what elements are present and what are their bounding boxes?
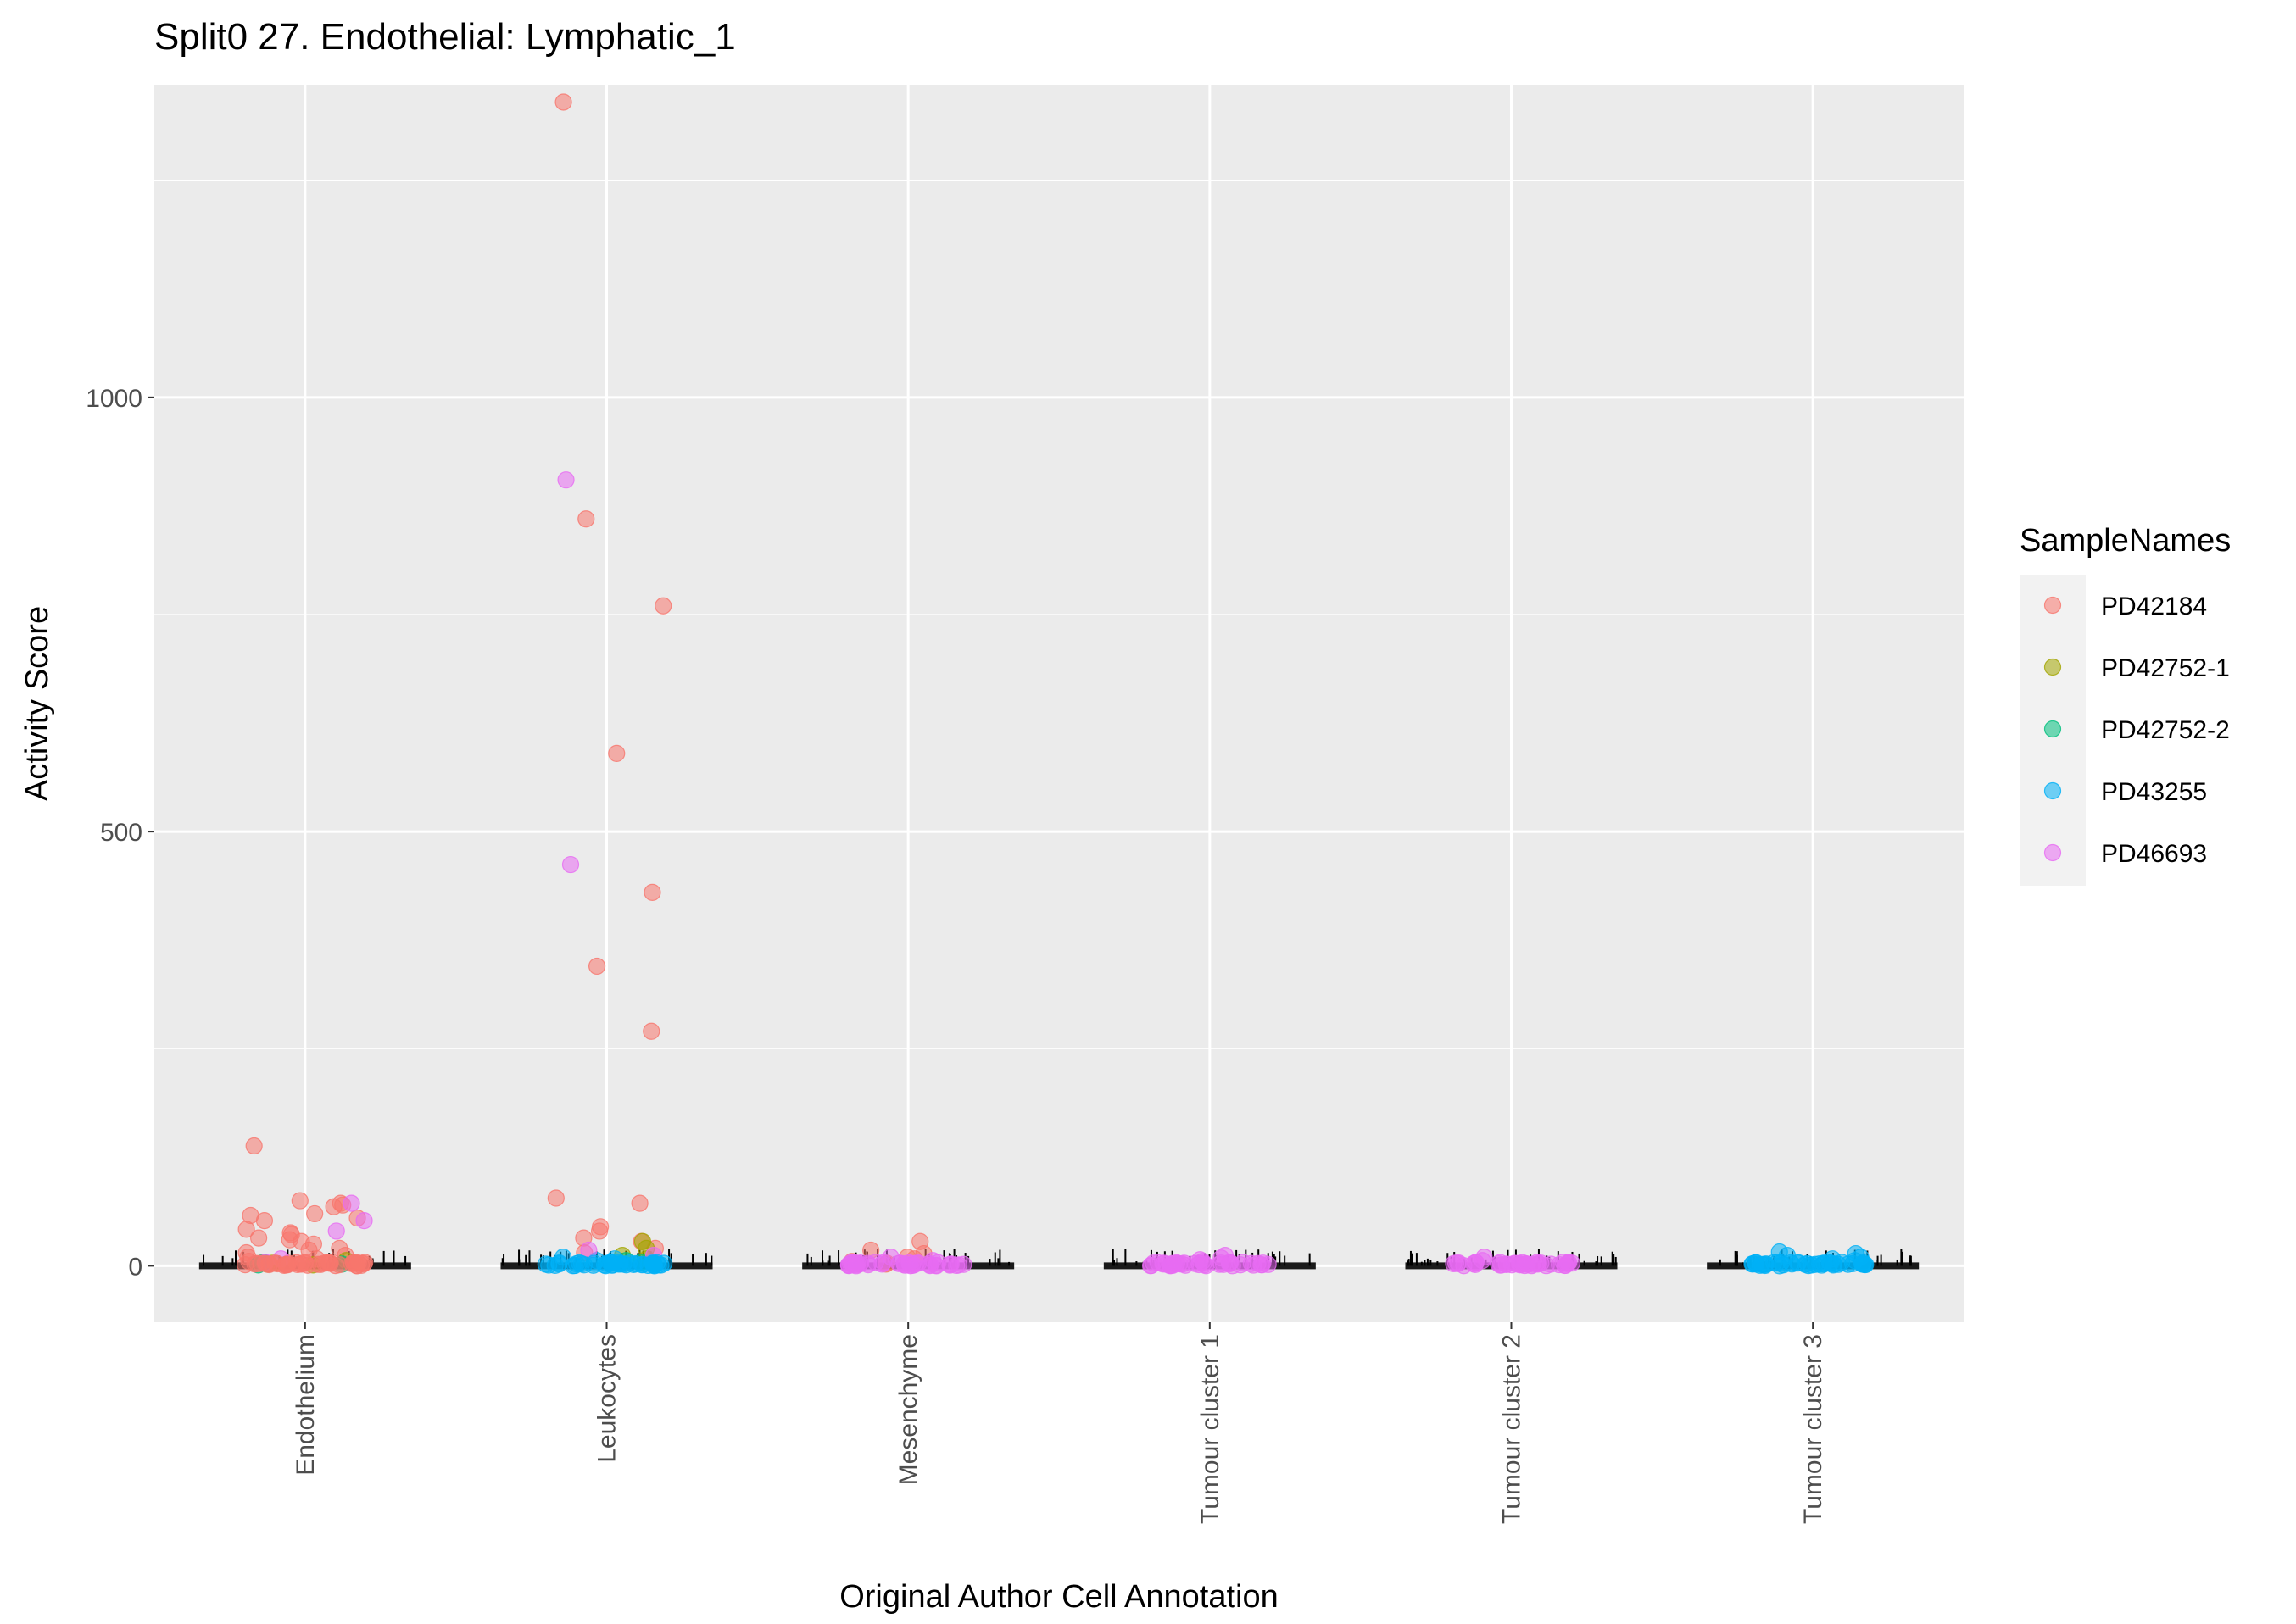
data-point — [1542, 1255, 1560, 1273]
x-tick-label: Tumour cluster 2 — [1498, 1334, 1526, 1524]
chart-title: Split0 27. Endothelial: Lymphatic_1 — [154, 16, 736, 58]
data-point — [547, 1189, 565, 1207]
legend-key-dot — [2043, 720, 2062, 738]
grid-layer — [154, 85, 1964, 1322]
data-point — [874, 1254, 893, 1271]
y-axis-label: Activity Score — [20, 606, 55, 801]
data-point — [250, 1229, 268, 1247]
legend-label: PD42752-2 — [2101, 716, 2230, 744]
data-point — [1751, 1256, 1769, 1274]
legend-label: PD46693 — [2101, 840, 2207, 868]
data-point — [1168, 1254, 1185, 1272]
x-tick-label: Leukocytes — [594, 1334, 621, 1463]
data-point — [1190, 1255, 1208, 1274]
y-tick-label: 1000 — [86, 385, 142, 413]
data-point — [245, 1137, 263, 1155]
legend-title: SampleNames — [2020, 523, 2231, 559]
data-point — [1772, 1254, 1790, 1272]
data-point — [890, 1254, 908, 1272]
data-point — [237, 1221, 255, 1238]
data-point — [1853, 1254, 1871, 1273]
data-point — [590, 1222, 609, 1240]
data-point — [1825, 1256, 1842, 1274]
data-point — [922, 1256, 939, 1274]
legend-key-dot — [2043, 596, 2062, 615]
data-point — [1445, 1254, 1463, 1273]
x-tick-label: Tumour cluster 3 — [1799, 1334, 1827, 1524]
data-point — [955, 1255, 972, 1273]
x-axis-label: Original Author Cell Annotation — [839, 1579, 1279, 1615]
data-point — [540, 1256, 558, 1274]
data-point — [610, 1254, 627, 1271]
y-tick-label: 500 — [100, 819, 142, 847]
data-point — [291, 1192, 309, 1210]
y-tick-label: 0 — [128, 1253, 142, 1281]
legend-label: PD42184 — [2101, 592, 2207, 620]
legend: SampleNames PD42184PD42752-1PD42752-2PD4… — [2020, 523, 2231, 886]
legend-label: PD43255 — [2101, 778, 2207, 806]
x-tick-label: Endothelium — [292, 1334, 320, 1476]
data-point — [306, 1204, 324, 1223]
data-point — [644, 1256, 662, 1274]
data-point — [588, 957, 606, 976]
data-point — [349, 1254, 367, 1272]
data-point — [557, 471, 575, 489]
data-point — [343, 1194, 360, 1212]
axes-layer: 0 500 1000 Endothelium Leukocytes Mesenchyme T… — [86, 385, 1827, 1524]
data-point — [561, 855, 580, 874]
legend-key-dot — [2043, 658, 2062, 676]
data-point — [644, 883, 661, 901]
data-point — [279, 1255, 297, 1273]
data-point — [554, 93, 572, 111]
data-point — [572, 1254, 591, 1273]
legend-key-dot — [2043, 781, 2062, 800]
data-point — [1141, 1257, 1160, 1275]
data-point — [1220, 1254, 1239, 1273]
data-point — [255, 1212, 274, 1230]
data-point — [248, 1254, 266, 1272]
data-point — [1249, 1254, 1267, 1272]
data-point — [577, 510, 595, 528]
data-point — [1466, 1255, 1484, 1273]
plot-panel — [154, 85, 1964, 1322]
data-point — [1797, 1255, 1814, 1273]
data-point — [631, 1194, 649, 1212]
data-point — [1491, 1254, 1509, 1271]
data-point — [608, 744, 626, 763]
points-layer — [237, 93, 1875, 1275]
data-point — [355, 1212, 373, 1230]
x-tick-label: Tumour cluster 1 — [1196, 1334, 1224, 1524]
x-tick-label: Mesenchyme — [894, 1334, 922, 1485]
legend-key-dot — [2043, 843, 2062, 862]
data-point — [1523, 1257, 1541, 1275]
data-point — [643, 1022, 660, 1040]
data-point — [906, 1256, 923, 1274]
data-point — [331, 1255, 348, 1274]
data-point — [655, 597, 672, 615]
legend-label: PD42752-1 — [2101, 654, 2230, 682]
legend-items: PD42184 PD42752-1 PD42752-2 PD43255 PD46693 — [2020, 575, 2230, 886]
data-point — [327, 1222, 345, 1240]
data-point — [847, 1257, 865, 1275]
data-point — [325, 1198, 343, 1215]
